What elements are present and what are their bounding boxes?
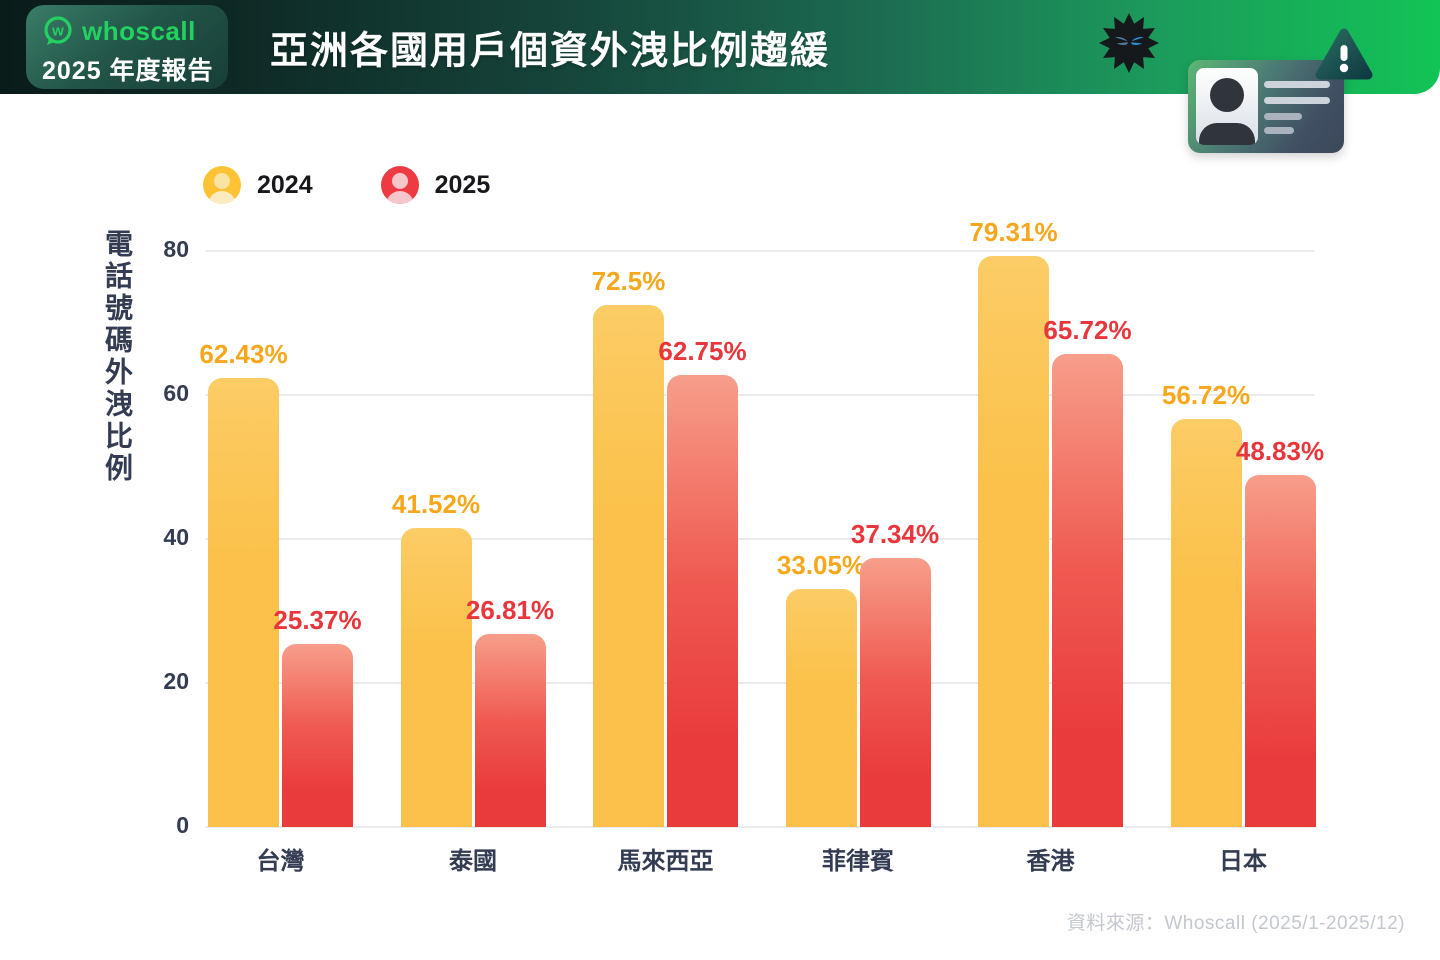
value-label-2024-3: 33.05% — [776, 550, 866, 581]
legend-label-2025: 2025 — [434, 170, 491, 199]
value-label-2024-5: 56.72% — [1161, 379, 1251, 410]
avatar-head — [214, 173, 230, 189]
x-category-label-1: 泰國 — [449, 848, 497, 875]
legend: 2024 2025 — [203, 166, 490, 204]
y-axis-title: 電話號碼外洩比例 — [102, 229, 133, 485]
whoscall-logo-text: whoscall — [82, 15, 196, 46]
svg-text:w: w — [51, 23, 64, 40]
bar-2024-3 — [785, 589, 857, 827]
person-silhouette-head — [1210, 78, 1244, 112]
gridline-20 — [205, 682, 1315, 684]
bar-2024-5 — [1170, 418, 1242, 827]
id-card-text-line — [1264, 127, 1294, 134]
plot-area: 0 20 40 60 80 62.43% 25.37% 台灣 41.52% 26.81% 泰國 72.… — [163, 217, 1324, 875]
page-title: 亞洲各國用戶個資外洩比例趨緩 — [270, 30, 831, 73]
bar-2025-3 — [859, 558, 931, 827]
source-footnote: 資料來源：Whoscall (2025/1-2025/12) — [1066, 913, 1405, 934]
bar-2024-1 — [400, 528, 472, 827]
whoscall-logo-icon: w — [44, 16, 72, 45]
value-label-2025-4: 65.72% — [1043, 314, 1132, 345]
bar-2025-1 — [474, 633, 546, 827]
avatar-head — [391, 173, 408, 189]
gridline-0 — [205, 826, 1315, 828]
value-label-2025-5: 48.83% — [1235, 436, 1325, 467]
y-tick-label-20: 20 — [163, 668, 189, 694]
bar-2024-2 — [593, 305, 664, 827]
gridline-60 — [205, 394, 1315, 396]
y-tick-label-40: 40 — [163, 524, 189, 550]
value-label-2025-2: 62.75% — [658, 336, 747, 367]
y-tick-label-60: 60 — [163, 380, 189, 406]
value-label-2024-4: 79.31% — [969, 216, 1058, 247]
bar-2025-4 — [1052, 353, 1123, 827]
x-category-label-3: 菲律賓 — [822, 848, 894, 875]
x-category-label-2: 馬來西亞 — [617, 848, 714, 875]
value-label-2024-0: 62.43% — [199, 338, 288, 369]
value-label-2025-0: 25.37% — [273, 605, 362, 636]
report-year-subtitle: 2025 年度報告 — [42, 57, 214, 85]
legend-avatar-2025-icon — [380, 166, 419, 204]
header-banner: w whoscall 2025 年度報告 亞洲各國用戶個資外洩比例趨緩 — [0, 0, 1440, 94]
y-tick-label-80: 80 — [163, 236, 189, 262]
id-card-text-line — [1264, 113, 1302, 120]
x-category-label-4: 香港 — [1026, 848, 1075, 875]
value-label-2025-3: 37.34% — [850, 519, 940, 550]
person-silhouette-body — [1199, 123, 1255, 145]
y-tick-label-0: 0 — [176, 812, 189, 838]
bar-2024-4 — [978, 255, 1049, 827]
value-label-2024-1: 41.52% — [391, 489, 481, 520]
bar-2025-2 — [667, 375, 738, 827]
gridline-40 — [205, 538, 1315, 540]
legend-label-2024: 2024 — [257, 170, 313, 199]
gridline-80 — [205, 250, 1315, 252]
id-card-text-line — [1264, 97, 1330, 104]
warning-triangle-icon — [1315, 28, 1373, 80]
id-photo — [1196, 68, 1258, 145]
bar-2024-0 — [208, 377, 279, 827]
avatar-body — [385, 191, 414, 204]
whoscall-logo-badge: w whoscall 2025 年度報告 — [26, 5, 228, 89]
bar-2025-0 — [282, 644, 353, 827]
logo-row: w whoscall — [42, 15, 214, 47]
id-card-text-line — [1264, 81, 1330, 88]
x-category-label-0: 台灣 — [256, 848, 305, 875]
x-category-label-5: 日本 — [1219, 848, 1267, 875]
malware-virus-icon — [1099, 13, 1159, 73]
value-label-2024-2: 72.5% — [591, 266, 666, 296]
legend-avatar-2024-icon — [203, 166, 241, 204]
avatar-body — [208, 191, 236, 204]
value-label-2025-1: 26.81% — [465, 594, 555, 625]
bar-2025-5 — [1244, 475, 1316, 827]
